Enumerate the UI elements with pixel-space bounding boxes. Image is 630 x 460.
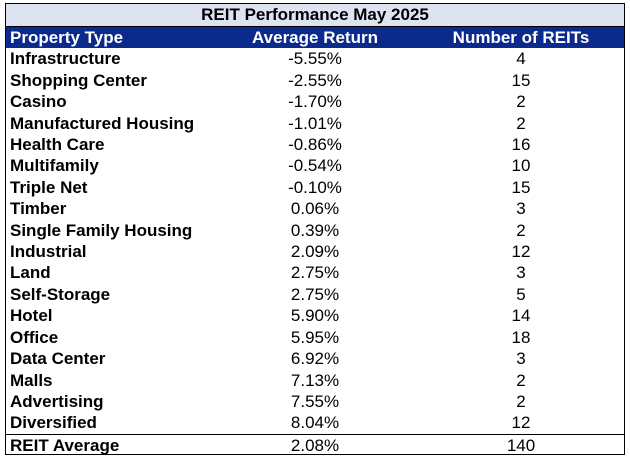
number-of-reits-cell: 10 bbox=[511, 156, 531, 176]
property-type-cell: Self-Storage bbox=[10, 284, 111, 304]
average-return-cell: -2.55% bbox=[288, 70, 342, 90]
property-type-cell: Infrastructure bbox=[10, 49, 121, 69]
property-type-cell: Industrial bbox=[10, 242, 87, 262]
table-row: Triple Net -0.10% 15 bbox=[6, 177, 624, 198]
header-row: Property Type Average Return Number of R… bbox=[6, 26, 624, 49]
reit-performance-table-frame: REIT Performance May 2025 Property Type … bbox=[5, 3, 625, 457]
average-return-cell: -0.86% bbox=[288, 135, 342, 155]
property-type-cell: Malls bbox=[10, 370, 53, 390]
summary-property-type-cell: REIT Average bbox=[6, 433, 212, 457]
number-of-reits-cell: 3 bbox=[516, 349, 526, 369]
table-row: Health Care -0.86% 16 bbox=[6, 134, 624, 155]
table-row: Advertising 7.55% 2 bbox=[6, 391, 624, 412]
header-property-type: Property Type bbox=[6, 26, 212, 49]
average-return-cell: -1.01% bbox=[288, 113, 342, 133]
number-of-reits-cell: 2 bbox=[516, 370, 526, 390]
number-of-reits-cell: 2 bbox=[516, 220, 526, 240]
table-body: Infrastructure -5.55% 4 Shopping Center -2.5… bbox=[6, 48, 624, 457]
table-title: REIT Performance May 2025 bbox=[6, 4, 624, 27]
property-type-cell: Triple Net bbox=[10, 177, 88, 197]
table-row: Timber 0.06% 3 bbox=[6, 198, 624, 219]
average-return-cell: 0.06% bbox=[290, 199, 340, 219]
number-of-reits-cell: 15 bbox=[511, 177, 531, 197]
reit-performance-table: REIT Performance May 2025 Property Type … bbox=[6, 4, 624, 457]
number-of-reits-cell: 2 bbox=[516, 391, 526, 411]
average-return-cell: -0.10% bbox=[288, 177, 342, 197]
summary-row: REIT Average 2.08% 140 bbox=[6, 433, 624, 457]
number-of-reits-cell: 12 bbox=[511, 242, 531, 262]
table-row: Diversified 8.04% 12 bbox=[6, 412, 624, 434]
number-of-reits-cell: 15 bbox=[511, 70, 531, 90]
property-type-cell: Multifamily bbox=[10, 156, 99, 176]
average-return-cell: 6.92% bbox=[290, 349, 340, 369]
average-return-cell: 5.90% bbox=[290, 306, 340, 326]
average-return-cell: 8.04% bbox=[290, 413, 340, 433]
average-return-cell: 5.95% bbox=[290, 327, 340, 347]
number-of-reits-cell: 4 bbox=[516, 49, 526, 69]
table-row: Multifamily -0.54% 10 bbox=[6, 155, 624, 176]
number-of-reits-cell: 3 bbox=[516, 199, 526, 219]
table-row: Land 2.75% 3 bbox=[6, 262, 624, 283]
summary-number-of-reits-cell: 140 bbox=[418, 433, 624, 457]
property-type-cell: Manufactured Housing bbox=[10, 113, 195, 133]
table-row: Infrastructure -5.55% 4 bbox=[6, 48, 624, 69]
number-of-reits-cell: 3 bbox=[516, 263, 526, 283]
number-of-reits-cell: 12 bbox=[511, 413, 531, 433]
property-type-cell: Shopping Center bbox=[10, 70, 147, 90]
average-return-cell: -1.70% bbox=[288, 92, 342, 112]
property-type-cell: Hotel bbox=[10, 306, 53, 326]
average-return-cell: 2.09% bbox=[290, 242, 340, 262]
property-type-cell: Timber bbox=[10, 199, 67, 219]
average-return-cell: 7.13% bbox=[290, 370, 340, 390]
table-row: Single Family Housing 0.39% 2 bbox=[6, 220, 624, 241]
number-of-reits-cell: 2 bbox=[516, 92, 526, 112]
average-return-cell: 2.75% bbox=[290, 284, 340, 304]
number-of-reits-cell: 14 bbox=[511, 306, 531, 326]
number-of-reits-cell: 16 bbox=[511, 135, 531, 155]
header-number-of-reits: Number of REITs bbox=[418, 26, 624, 49]
summary-average-return-cell: 2.08% bbox=[212, 433, 418, 457]
table-row: Industrial 2.09% 12 bbox=[6, 241, 624, 262]
table-row: Data Center 6.92% 3 bbox=[6, 348, 624, 369]
number-of-reits-cell: 18 bbox=[511, 327, 531, 347]
header-average-return: Average Return bbox=[212, 26, 418, 49]
number-of-reits-cell: 2 bbox=[516, 113, 526, 133]
property-type-cell: Health Care bbox=[10, 135, 105, 155]
table-row: Casino -1.70% 2 bbox=[6, 91, 624, 112]
property-type-cell: Diversified bbox=[10, 413, 97, 433]
average-return-cell: -0.54% bbox=[288, 156, 342, 176]
table-row: Manufactured Housing -1.01% 2 bbox=[6, 113, 624, 134]
average-return-cell: -5.55% bbox=[288, 49, 342, 69]
property-type-cell: Advertising bbox=[10, 391, 104, 411]
average-return-cell: 2.75% bbox=[290, 263, 340, 283]
table-row: Hotel 5.90% 14 bbox=[6, 305, 624, 326]
number-of-reits-cell: 5 bbox=[516, 284, 526, 304]
property-type-cell: Casino bbox=[10, 92, 67, 112]
table-row: Office 5.95% 18 bbox=[6, 327, 624, 348]
table-row: Shopping Center -2.55% 15 bbox=[6, 70, 624, 91]
average-return-cell: 0.39% bbox=[290, 220, 340, 240]
property-type-cell: Land bbox=[10, 263, 51, 283]
table-row: Malls 7.13% 2 bbox=[6, 370, 624, 391]
property-type-cell: Data Center bbox=[10, 349, 106, 369]
property-type-cell: Office bbox=[10, 327, 59, 347]
table-row: Self-Storage 2.75% 5 bbox=[6, 284, 624, 305]
average-return-cell: 7.55% bbox=[290, 391, 340, 411]
property-type-cell: Single Family Housing bbox=[10, 220, 193, 240]
